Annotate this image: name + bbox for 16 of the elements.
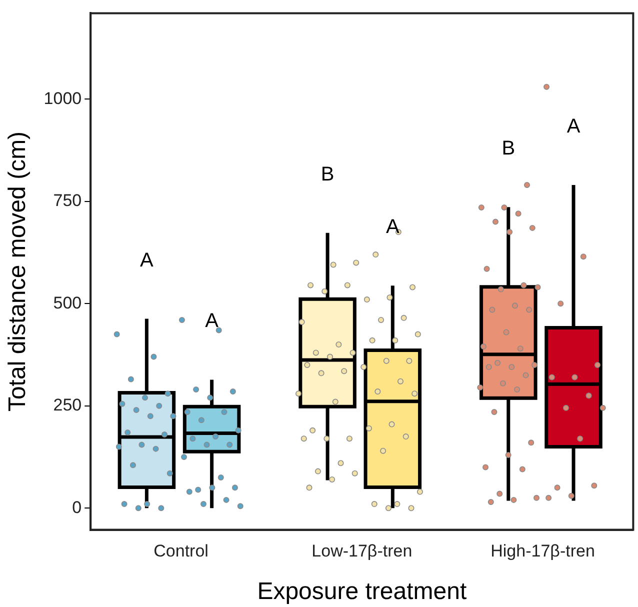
x-tick-label: Control [154,542,208,561]
y-axis-title: Total distance moved (cm) [4,131,32,412]
annotation: A [205,310,220,332]
annotation: B [320,163,334,186]
annotation: B [502,138,516,160]
y-tick-label: 500 [53,293,82,312]
annotation: A [566,116,581,138]
x-tick-label: Low-17β-tren [312,542,412,561]
y-tick-label: 750 [53,191,82,210]
annotation: A [140,249,154,272]
annotation: A [386,216,400,238]
y-tick-label: 1000 [44,88,82,108]
y-tick-label: 250 [53,396,82,415]
x-tick-label: High-17β-tren [490,542,595,561]
y-tick-label: 0 [72,498,82,517]
x-axis-title: Exposure treatment [257,578,467,606]
